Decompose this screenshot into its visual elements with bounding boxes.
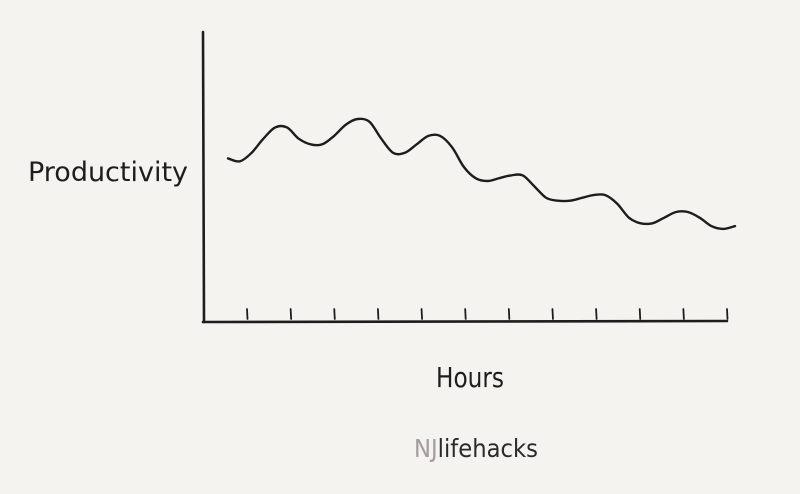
- x-tick: [420, 308, 423, 320]
- y-axis-label: Productivity: [28, 157, 188, 188]
- x-tick: [289, 308, 293, 320]
- x-tick: [682, 308, 685, 320]
- productivity-line-series-0: [226, 117, 737, 231]
- x-tick: [377, 308, 380, 320]
- x-axis-label: Hours: [436, 361, 504, 394]
- x-tick: [595, 308, 598, 320]
- x-tick: [333, 308, 336, 320]
- x-tick: [726, 308, 729, 320]
- x-tick: [464, 308, 467, 320]
- x-tick: [638, 308, 642, 320]
- watermark-prefix: NJ: [414, 434, 438, 463]
- x-tick: [551, 308, 554, 320]
- y-axis-line: [201, 30, 206, 324]
- watermark: NJlifehacks: [414, 434, 538, 463]
- x-ticks: [246, 308, 729, 320]
- x-tick: [246, 308, 249, 320]
- series-group: [226, 117, 737, 231]
- x-axis-line: [201, 319, 729, 324]
- x-tick: [507, 308, 511, 320]
- watermark-suffix: lifehacks: [438, 434, 538, 463]
- axes: [201, 30, 729, 324]
